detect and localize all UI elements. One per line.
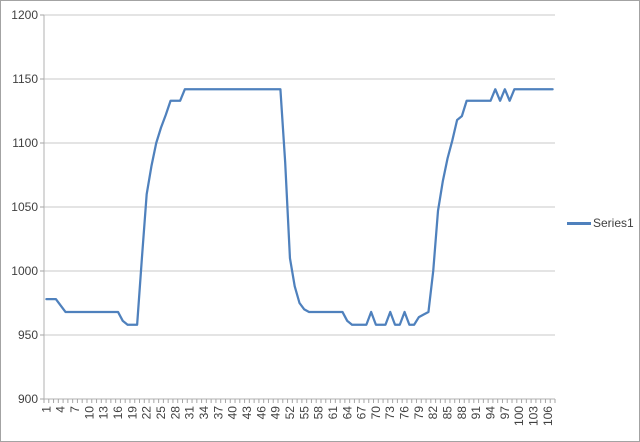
x-tick-label: 82 <box>426 406 440 420</box>
x-tick-label: 4 <box>54 406 68 413</box>
x-tick-label: 31 <box>183 406 197 420</box>
x-tick-label: 10 <box>82 406 96 420</box>
x-tick-label: 67 <box>355 406 369 420</box>
x-tick-label: 55 <box>297 406 311 420</box>
x-tick-label: 76 <box>398 406 412 420</box>
x-tick-label: 16 <box>111 406 125 420</box>
x-tick-label: 7 <box>68 406 82 413</box>
x-tick-label: 52 <box>283 406 297 420</box>
x-tick-label: 85 <box>441 406 455 420</box>
y-tick-label: 900 <box>18 392 38 406</box>
legend-series-label: Series1 <box>593 216 634 230</box>
y-tick-label: 950 <box>18 328 38 342</box>
x-tick-label: 25 <box>154 406 168 420</box>
series-line[interactable] <box>45 88 554 326</box>
x-tick-label: 37 <box>211 406 225 420</box>
x-tick-label: 64 <box>340 406 354 420</box>
x-tick-label: 91 <box>469 406 483 420</box>
x-tick-label: 19 <box>125 406 139 420</box>
legend[interactable]: Series1 <box>567 215 634 231</box>
x-tick-label: 22 <box>140 406 154 420</box>
x-tick-label: 97 <box>498 406 512 420</box>
x-tick-label: 61 <box>326 406 340 420</box>
x-tick-label: 13 <box>97 406 111 420</box>
x-tick-label: 49 <box>269 406 283 420</box>
x-tick-label: 73 <box>383 406 397 420</box>
x-tick-label: 70 <box>369 406 383 420</box>
x-tick-label: 94 <box>484 406 498 420</box>
x-tick-label: 34 <box>197 406 211 420</box>
x-tick-label: 103 <box>527 406 541 426</box>
x-tick-label: 58 <box>312 406 326 420</box>
x-tick-label: 1 <box>39 406 53 413</box>
y-tick-label: 1100 <box>12 136 38 150</box>
x-tick-label: 79 <box>412 406 426 420</box>
x-tick-label: 100 <box>512 406 526 426</box>
y-tick-label: 1150 <box>12 72 38 86</box>
x-tick-label: 88 <box>455 406 469 420</box>
legend-line-swatch <box>567 221 591 225</box>
y-tick-label: 1050 <box>11 200 38 214</box>
y-tick-label: 1000 <box>11 264 38 278</box>
x-tick-label: 40 <box>226 406 240 420</box>
y-tick-label: 1200 <box>11 8 38 22</box>
x-tick-label: 46 <box>254 406 268 420</box>
x-tick-label: 43 <box>240 406 254 420</box>
x-tick-label: 106 <box>541 406 555 426</box>
x-tick-label: 28 <box>168 406 182 420</box>
